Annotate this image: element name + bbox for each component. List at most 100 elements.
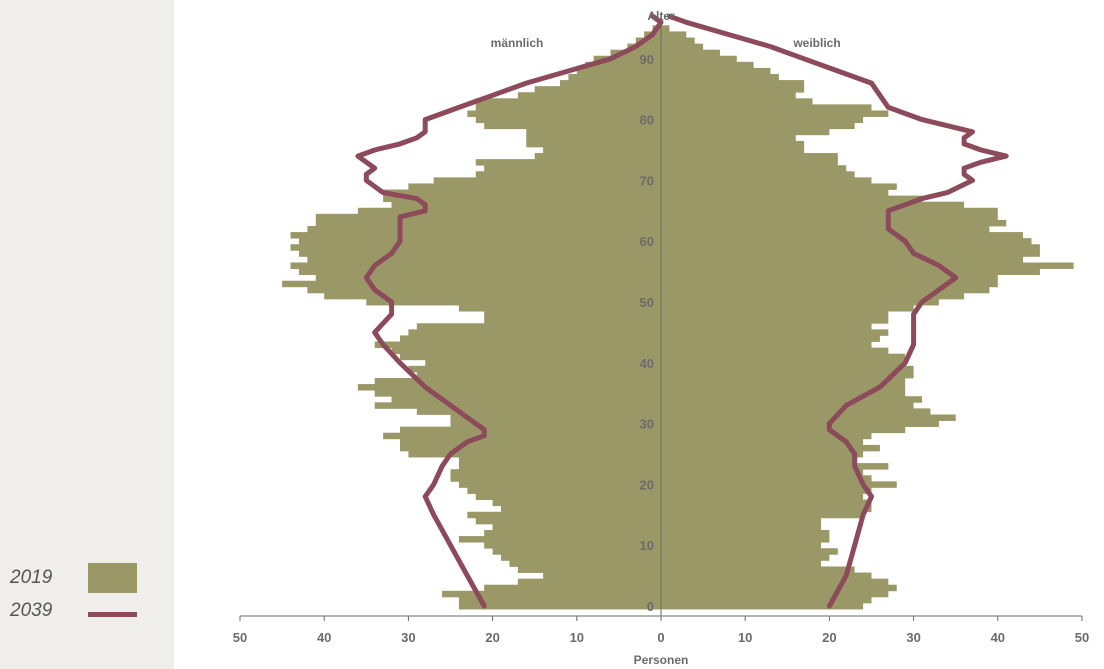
bar-female-age-81 [661,110,889,117]
bar-female-age-15 [661,511,864,519]
legend-label-2039: 2039 [10,600,53,621]
bar-male-age-52 [307,286,661,294]
bar-female-age-33 [661,402,914,409]
bar-male-age-27 [399,438,661,446]
bar-male-age-19 [467,487,661,494]
bar-male-age-32 [416,408,661,415]
bar-female-age-40 [661,359,906,367]
bar-male-age-91 [610,49,661,57]
bar-female-age-68 [661,189,889,196]
bar-male-age-26 [399,444,661,452]
bar-female-age-85 [661,86,805,93]
legend-swatch-2039-line [88,612,137,617]
bar-male-age-80 [475,116,661,124]
x-tick-label: 10 [570,630,584,645]
bar-female-age-3 [661,584,897,592]
bar-female-age-27 [661,438,864,446]
bar-male-age-45 [408,329,661,336]
bar-male-age-54 [315,274,661,282]
bar-female-age-24 [661,457,855,464]
bar-female-age-47 [661,317,889,324]
bar-male-age-38 [416,371,661,379]
bar-male-age-89 [585,61,661,69]
bar-female-age-34 [661,396,923,403]
bar-female-age-95 [661,25,670,32]
bar-female-age-53 [661,280,998,288]
y-tick-label: 70 [640,173,654,188]
bar-female-age-71 [661,171,855,178]
bar-male-age-87 [568,74,661,81]
bar-male-age-6 [517,566,661,573]
bar-female-age-0 [661,602,864,610]
bar-male-age-74 [534,153,661,160]
bar-female-age-89 [661,61,754,69]
bar-male-age-79 [484,122,661,130]
bar-male-age-22 [450,469,661,476]
bar-male-age-65 [357,207,661,215]
bar-female-age-62 [661,226,990,233]
bar-male-age-20 [458,481,661,488]
bar-male-age-0 [458,602,661,610]
bar-female-age-43 [661,341,872,348]
bar-male-age-28 [383,432,661,440]
bar-male-age-72 [484,165,661,172]
bar-female-age-79 [661,122,855,130]
bar-female-age-22 [661,469,864,476]
x-axis-ticks: 50 40 30 20 10 0 10 20 30 40 50 [233,616,1089,645]
bar-male-age-40 [425,359,661,367]
bar-male-age-30 [450,420,661,428]
bar-female-age-67 [661,195,923,203]
bar-male-age-49 [458,305,661,312]
bar-male-age-43 [374,341,661,348]
bar-female-age-19 [661,487,872,494]
bar-male-age-84 [517,92,661,99]
x-tick-label: 20 [822,630,836,645]
bar-male-age-44 [399,335,661,342]
bar-male-age-29 [399,426,661,434]
bar-male-age-69 [408,183,661,190]
bar-male-age-21 [450,475,661,482]
bar-male-age-88 [576,67,661,75]
bar-female-age-11 [661,536,830,543]
bar-male-age-90 [593,55,661,63]
bar-male-age-48 [484,311,661,318]
bar-male-age-55 [298,268,661,276]
group-label-male: männlich [491,36,544,50]
bar-male-age-12 [484,530,661,537]
bar-female-age-2 [661,590,889,598]
bar-male-age-3 [484,584,661,592]
bar-male-age-2 [442,590,661,598]
bar-female-age-30 [661,420,939,428]
bar-male-age-60 [298,238,661,245]
bar-male-age-50 [366,298,661,306]
line-female-2039 [666,13,1009,609]
y-tick-label: 50 [640,295,654,310]
line-male-2039 [355,13,664,609]
legend-panel: 2019 2039 [0,0,174,669]
bar-male-age-46 [416,323,661,330]
legend-item-2019: 2019 [0,563,174,593]
bar-male-age-71 [475,171,661,178]
bar-female-age-78 [661,128,830,136]
bar-female-age-29 [661,426,906,434]
bar-male-age-31 [450,414,661,421]
bar-female-age-86 [661,80,805,87]
bar-female-age-66 [661,201,965,209]
bar-female-age-90 [661,55,737,63]
bar-male-age-83 [475,98,661,105]
x-tick-label: 10 [738,630,752,645]
bar-male-age-18 [475,493,661,500]
bar-male-age-73 [475,159,661,166]
bar-female-age-75 [661,146,805,154]
x-axis-title: Personen [634,653,689,667]
bar-female-age-52 [661,286,990,294]
bar-female-age-55 [661,268,1040,276]
bar-male-age-9 [492,548,661,555]
bar-female-age-83 [661,98,813,105]
bar-female-age-56 [661,262,1074,269]
bar-male-age-10 [484,542,661,549]
y-tick-label: 20 [640,477,654,492]
bar-male-age-77 [526,134,661,142]
y-tick-label: 60 [640,234,654,249]
